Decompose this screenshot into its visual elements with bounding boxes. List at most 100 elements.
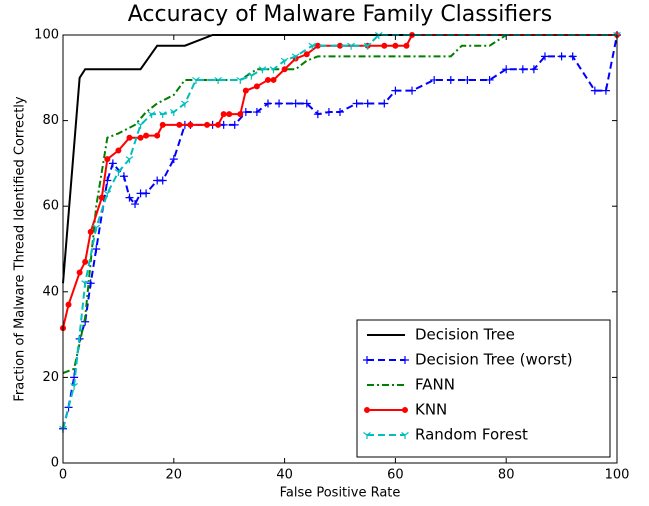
legend-label: Decision Tree (worst) (415, 351, 573, 369)
marker (391, 86, 400, 95)
marker (86, 279, 95, 288)
marker (181, 100, 189, 108)
series-line (62, 34, 617, 329)
marker (403, 42, 410, 49)
marker (347, 42, 355, 50)
y-tick-label: 0 (51, 456, 59, 471)
marker (363, 99, 372, 108)
y-tick-label: 100 (34, 28, 59, 43)
marker (169, 155, 178, 164)
marker (529, 65, 538, 74)
marker (446, 75, 455, 84)
marker (302, 99, 311, 108)
marker (303, 51, 310, 58)
marker (158, 176, 167, 185)
marker (264, 76, 271, 83)
marker (154, 132, 161, 139)
marker (237, 111, 244, 118)
marker (463, 75, 472, 84)
marker (601, 86, 610, 95)
marker (192, 76, 200, 84)
marker (557, 52, 566, 61)
marker (143, 132, 150, 139)
marker (540, 52, 549, 61)
x-tick-label: 40 (276, 468, 293, 483)
marker (242, 87, 249, 94)
marker (291, 99, 300, 108)
marker (158, 111, 167, 119)
marker (204, 121, 211, 128)
marker (92, 245, 101, 253)
marker (258, 66, 267, 74)
marker (220, 111, 227, 118)
marker (159, 121, 166, 128)
marker (280, 57, 289, 65)
marker (131, 200, 140, 209)
marker (98, 194, 105, 201)
marker (270, 76, 277, 83)
marker (115, 147, 122, 154)
marker (380, 99, 389, 108)
legend-marker (364, 407, 370, 413)
marker (241, 108, 250, 117)
marker (87, 228, 94, 235)
marker (142, 189, 151, 198)
legend-label: Random Forest (415, 426, 528, 444)
marker (226, 111, 233, 118)
marker (247, 72, 256, 80)
marker (76, 269, 83, 276)
x-tick-label: 80 (498, 468, 515, 483)
marker (502, 65, 511, 74)
marker (125, 193, 134, 202)
marker (176, 121, 183, 128)
marker (215, 121, 222, 128)
marker (108, 159, 117, 168)
marker (518, 65, 527, 74)
marker (114, 168, 123, 176)
marker (590, 86, 599, 95)
legend-marker (402, 407, 408, 413)
marker (392, 42, 399, 49)
marker (70, 382, 78, 390)
marker (230, 120, 239, 129)
marker (147, 111, 156, 119)
chart-title: Accuracy of Malware Family Classifiers (128, 2, 552, 27)
marker (275, 99, 284, 108)
legend-marker (401, 356, 409, 364)
marker (568, 52, 577, 61)
marker (82, 258, 89, 265)
x-tick-label: 20 (166, 468, 183, 483)
legend-label: FANN (415, 376, 455, 394)
marker (269, 66, 278, 74)
plot-area (59, 31, 621, 433)
legend-label: KNN (415, 401, 447, 419)
marker (336, 108, 344, 117)
marker (485, 75, 494, 84)
marker (236, 76, 245, 84)
legend-label: Decision Tree (415, 326, 515, 344)
marker (430, 75, 439, 84)
marker (92, 224, 101, 232)
marker (408, 86, 417, 95)
marker (253, 83, 260, 90)
marker (81, 280, 90, 288)
marker (103, 190, 112, 198)
marker (126, 134, 133, 141)
marker (169, 109, 178, 117)
marker (313, 110, 322, 119)
y-tick-label: 20 (42, 370, 59, 385)
marker (65, 301, 72, 308)
marker (137, 134, 144, 141)
marker (381, 42, 388, 49)
marker (324, 108, 333, 117)
legend-marker (363, 432, 371, 439)
marker (363, 42, 372, 50)
marker (352, 99, 361, 108)
marker (252, 108, 261, 117)
series-line (62, 34, 617, 284)
marker (136, 121, 145, 129)
marker (214, 76, 222, 84)
marker (104, 156, 111, 163)
y-axis-label: Fraction of Malware Thread Identified Co… (13, 96, 28, 402)
